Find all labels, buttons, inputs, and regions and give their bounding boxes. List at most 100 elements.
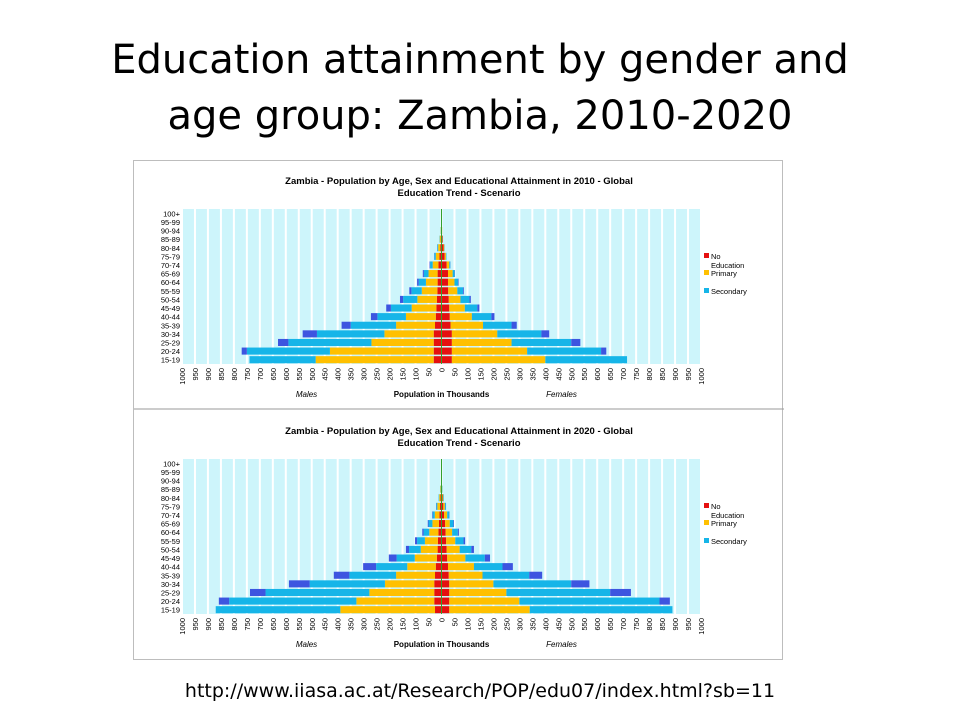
- chart2-bar-male-secondary-65-69: [428, 520, 433, 528]
- chart1-bar-female-primary-35-39: [450, 321, 484, 329]
- chart1-females-label: Females: [546, 390, 577, 399]
- chart2-bar-female-primary-45-49: [447, 554, 466, 562]
- chart1-age-label: 55-59: [161, 287, 180, 296]
- chart2-bar-female-secondary-75-79: [444, 502, 446, 510]
- chart1-x-tick-label: 350: [347, 368, 356, 381]
- chart1-bar-female-secondary-40-44: [471, 313, 492, 321]
- chart1-bar-male-secondary-65-69: [423, 270, 429, 278]
- chart2-bar-male-secondary-15-19: [215, 606, 341, 614]
- chart2-bar-male-tertiary-30-34: [288, 580, 310, 588]
- chart1-bar-female-secondary-35-39: [483, 321, 512, 329]
- chart2-bar-female-secondary-20-24: [519, 597, 660, 605]
- chart2-x-tick-label: 100: [463, 618, 472, 631]
- chart2-x-tick-label: 200: [386, 618, 395, 631]
- chart2-bar-female-primary-65-69: [445, 520, 450, 528]
- chart2-x-tick-label: 250: [373, 618, 382, 631]
- chart1-bar-male-primary-30-34: [384, 330, 434, 338]
- chart1-legend-label-primary: Primary: [711, 269, 737, 278]
- chart1-legend-swatch-primary: [704, 270, 709, 275]
- chart1-bar-male-primary-80-84: [438, 244, 441, 252]
- chart1-x-tick-label: 650: [269, 368, 278, 381]
- chart1-age-label: 15-19: [161, 356, 180, 365]
- chart1-bar-male-no-60-64: [437, 278, 442, 286]
- chart2-bar-male-tertiary-60-64: [422, 528, 424, 536]
- chart1-age-label: 70-74: [161, 261, 180, 270]
- chart1-bar-female-primary-30-34: [451, 330, 498, 338]
- chart2-x-tick-label: 1000: [178, 618, 187, 635]
- chart1-bar-female-tertiary-35-39: [511, 321, 517, 329]
- chart2-females-label: Females: [546, 640, 577, 649]
- chart1-age-label: 85-89: [161, 235, 180, 244]
- chart2-x-tick-label: 350: [347, 618, 356, 631]
- chart1-bar-male-secondary-40-44: [377, 313, 406, 321]
- chart1-bar-female-no-35-39: [441, 321, 451, 329]
- chart2-x-tick-label: 250: [502, 618, 511, 631]
- chart2-bar-male-tertiary-20-24: [218, 597, 230, 605]
- chart2-bar-female-secondary-65-69: [449, 520, 454, 528]
- chart1-age-label: 40-44: [161, 313, 180, 322]
- chart2-x-tick-label: 350: [528, 618, 537, 631]
- chart2-bar-male-primary-30-34: [384, 580, 435, 588]
- chart1-legend-label-secondary: Secondary: [711, 287, 747, 296]
- chart1-x-tick-label: 550: [295, 368, 304, 381]
- chart2-x-tick-label: 550: [295, 618, 304, 631]
- chart2-bar-female-tertiary-60-64: [457, 528, 459, 536]
- chart1-age-label: 30-34: [161, 330, 180, 339]
- chart1-bar-male-primary-20-24: [329, 347, 434, 355]
- chart2-x-tick-label: 900: [204, 618, 213, 631]
- chart1-bar-male-secondary-50-54: [403, 295, 418, 303]
- chart1-bar-male-primary-70-74: [432, 261, 439, 269]
- chart2-x-tick-label: 600: [593, 618, 602, 631]
- chart1-x-tick-label: 950: [191, 368, 200, 381]
- chart2-bar-male-no-55-59: [437, 537, 442, 545]
- chart2-age-label: 65-69: [161, 520, 180, 529]
- chart2-x-tick-label: 700: [619, 618, 628, 631]
- chart2-age-label: 90-94: [161, 477, 180, 486]
- chart2-age-label: 55-59: [161, 537, 180, 546]
- chart2-x-tick-label: 450: [321, 618, 330, 631]
- chart2-x-tick-label: 500: [308, 618, 317, 631]
- chart1-bar-female-no-65-69: [441, 270, 448, 278]
- chart1-bar-male-primary-35-39: [396, 321, 436, 329]
- chart1-bar-male-secondary-20-24: [246, 347, 330, 355]
- chart2-x-tick-label: 300: [360, 618, 369, 631]
- chart2-bar-female-no-80-84: [441, 494, 443, 502]
- chart1-x-tick-label: 450: [321, 368, 330, 381]
- chart1-x-tick-label: 200: [489, 368, 498, 381]
- chart2-bar-female-no-20-24: [441, 597, 450, 605]
- chart2-bar-male-primary-20-24: [356, 597, 435, 605]
- chart1-x-tick-label: 500: [308, 368, 317, 381]
- chart1-bar-male-no-35-39: [435, 321, 442, 329]
- chart1-bar-male-no-40-44: [435, 313, 442, 321]
- chart1-x-tick-label: 300: [360, 368, 369, 381]
- chart1-x-tick-label: 1000: [178, 368, 187, 385]
- chart1-bar-male-tertiary-25-29: [278, 338, 289, 347]
- chart2-bar-female-no-30-34: [441, 580, 450, 588]
- chart2-bar-female-no-15-19: [441, 606, 450, 614]
- chart2-bar-male-primary-60-64: [429, 528, 439, 536]
- chart1-age-label: 95-99: [161, 218, 180, 227]
- chart1-bar-female-no-15-19: [441, 356, 452, 364]
- chart1-bar-male-tertiary-35-39: [341, 321, 351, 329]
- chart1-bar-female-secondary-25-29: [511, 338, 572, 347]
- chart2-bar-female-no-65-69: [441, 520, 446, 528]
- chart2-bar-female-secondary-30-34: [493, 580, 572, 588]
- chart1-bar-female-primary-50-54: [448, 295, 461, 303]
- chart1-x-tick-label: 700: [619, 368, 628, 381]
- chart1-x-tick-label: 400: [334, 368, 343, 381]
- chart1-bar-male-tertiary-50-54: [399, 295, 404, 303]
- chart2-bar-male-tertiary-70-74: [432, 511, 433, 519]
- chart1-bar-male-primary-15-19: [315, 356, 434, 364]
- chart2-bar-male-tertiary-55-59: [415, 537, 418, 545]
- source-url[interactable]: http://www.iiasa.ac.at/Research/POP/edu0…: [184, 680, 776, 702]
- chart2-bar-male-secondary-45-49: [396, 554, 415, 562]
- chart2-bar-female-no-70-74: [441, 511, 445, 519]
- chart2-bar-female-secondary-15-19: [529, 606, 673, 614]
- chart1-x-tick-label: 750: [243, 368, 252, 381]
- chart2-bar-male-secondary-30-34: [309, 580, 385, 588]
- chart1-bar-male-no-45-49: [436, 304, 442, 312]
- chart1-bar-male-no-70-74: [438, 261, 442, 269]
- chart1-x-tick-label: 350: [528, 368, 537, 381]
- chart2-bar-female-no-75-79: [441, 502, 444, 510]
- chart2-bar-female-tertiary-30-34: [571, 580, 590, 588]
